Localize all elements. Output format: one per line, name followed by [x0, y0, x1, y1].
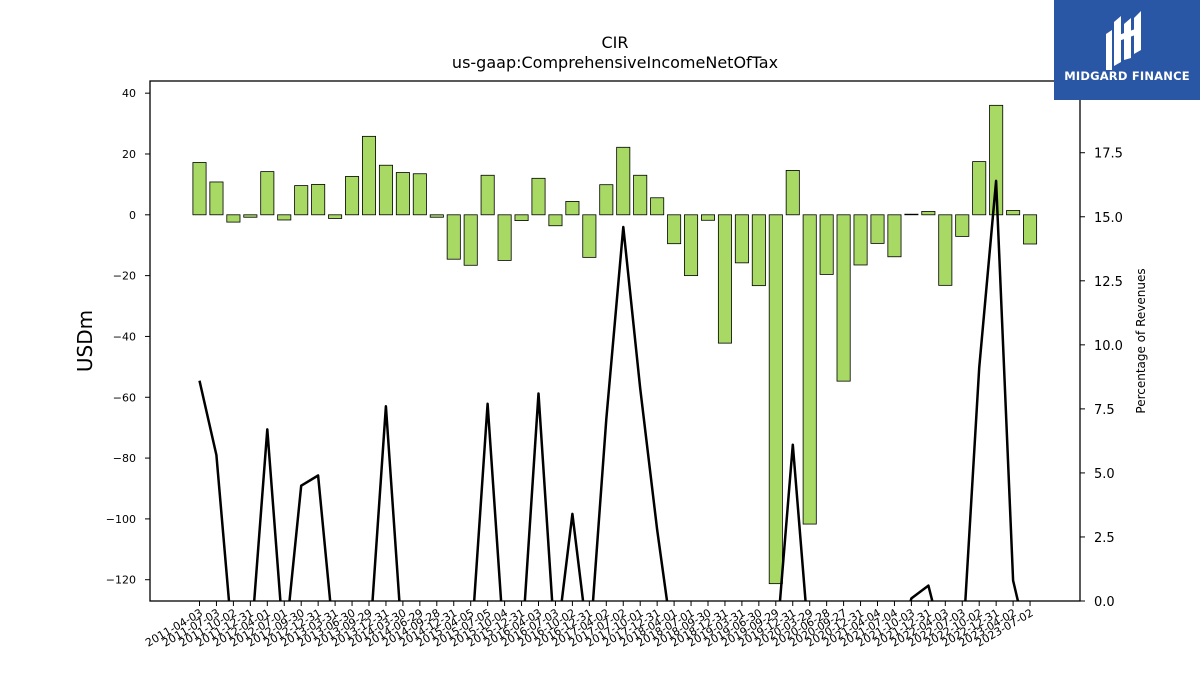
bar [294, 185, 309, 216]
bar [395, 172, 410, 216]
bar [582, 214, 597, 258]
bar [565, 201, 580, 216]
bar [429, 214, 444, 218]
bar [361, 135, 376, 216]
bar [497, 214, 512, 261]
bar [345, 176, 360, 216]
bar [633, 174, 648, 216]
bar [463, 214, 478, 266]
y2-axis-label: Percentage of Revenues [1134, 268, 1148, 413]
bar [870, 214, 885, 244]
y2-tick-label: 5.0 [1094, 467, 1115, 482]
y2-tick-label: 0.0 [1094, 595, 1115, 610]
y2-tick-label: 2.5 [1094, 531, 1115, 546]
bar [904, 213, 919, 216]
midgard-logo-icon [1106, 11, 1141, 70]
bar [853, 214, 868, 266]
bar [650, 197, 665, 216]
bar [548, 214, 563, 227]
bar [260, 171, 275, 216]
plot-frame [149, 80, 1081, 602]
y-tick-label: −120 [106, 574, 136, 587]
line-series [198, 179, 1020, 601]
bar [887, 214, 902, 258]
bar [819, 214, 834, 275]
bar-series [192, 104, 1038, 585]
y2-tick-label: 12.5 [1094, 275, 1123, 290]
bar [802, 214, 817, 525]
y-tick-label: −20 [113, 270, 136, 283]
bar [192, 162, 207, 216]
bar [226, 214, 241, 223]
bar [701, 214, 716, 221]
y2-tick-label: 15.0 [1094, 211, 1123, 226]
bar [785, 170, 800, 216]
y-tick-label: −60 [113, 391, 136, 404]
bar [717, 214, 732, 344]
brand-logo: MIDGARD FINANCE [1054, 0, 1200, 100]
bar [972, 161, 987, 216]
bar [836, 214, 851, 382]
y2-tick-label: 17.5 [1094, 147, 1123, 162]
bar [734, 214, 749, 264]
bar [328, 214, 343, 219]
bar [514, 214, 529, 221]
bar [1023, 214, 1038, 245]
chart-title: CIR [601, 33, 628, 52]
right-axis: 0.0 2.5 5.0 7.5 10.0 12.5 15.0 17.5 [1080, 147, 1123, 610]
y2-tick-label: 10.0 [1094, 339, 1123, 354]
y-tick-label: −80 [113, 452, 136, 465]
bar [616, 146, 631, 216]
bar [412, 173, 427, 216]
bar [751, 214, 766, 287]
bar [667, 214, 682, 245]
bar [938, 214, 953, 286]
y2-tick-label: 7.5 [1094, 403, 1115, 418]
left-axis: 40 20 0 −20 −40 −60 −80 −100 −120 [106, 87, 150, 587]
bar [921, 211, 936, 216]
bar [989, 104, 1004, 216]
bar [277, 214, 292, 221]
bar [531, 177, 546, 216]
y-tick-label: 20 [122, 148, 136, 161]
y-tick-label: 40 [122, 87, 136, 100]
y-tick-label: 0 [129, 209, 136, 222]
chart-subtitle: us-gaap:ComprehensiveIncomeNetOfTax [452, 53, 778, 72]
bar [311, 183, 326, 216]
bar [955, 214, 970, 237]
x-axis: 2011-04-032011-07-032011-10-022011-12-31… [143, 601, 1036, 650]
bar [243, 214, 258, 218]
percentage-line [198, 179, 1020, 601]
bar [599, 184, 614, 216]
y-axis-label: USDm [73, 310, 97, 372]
bar [1006, 210, 1021, 216]
y-tick-label: −100 [106, 513, 136, 526]
bar [209, 181, 224, 216]
logo-text: MIDGARD FINANCE [1064, 69, 1190, 83]
bar [446, 214, 461, 260]
y-tick-label: −40 [113, 330, 136, 343]
bar [768, 214, 783, 585]
bar [378, 164, 393, 216]
bar [480, 174, 495, 216]
bar [684, 214, 699, 277]
